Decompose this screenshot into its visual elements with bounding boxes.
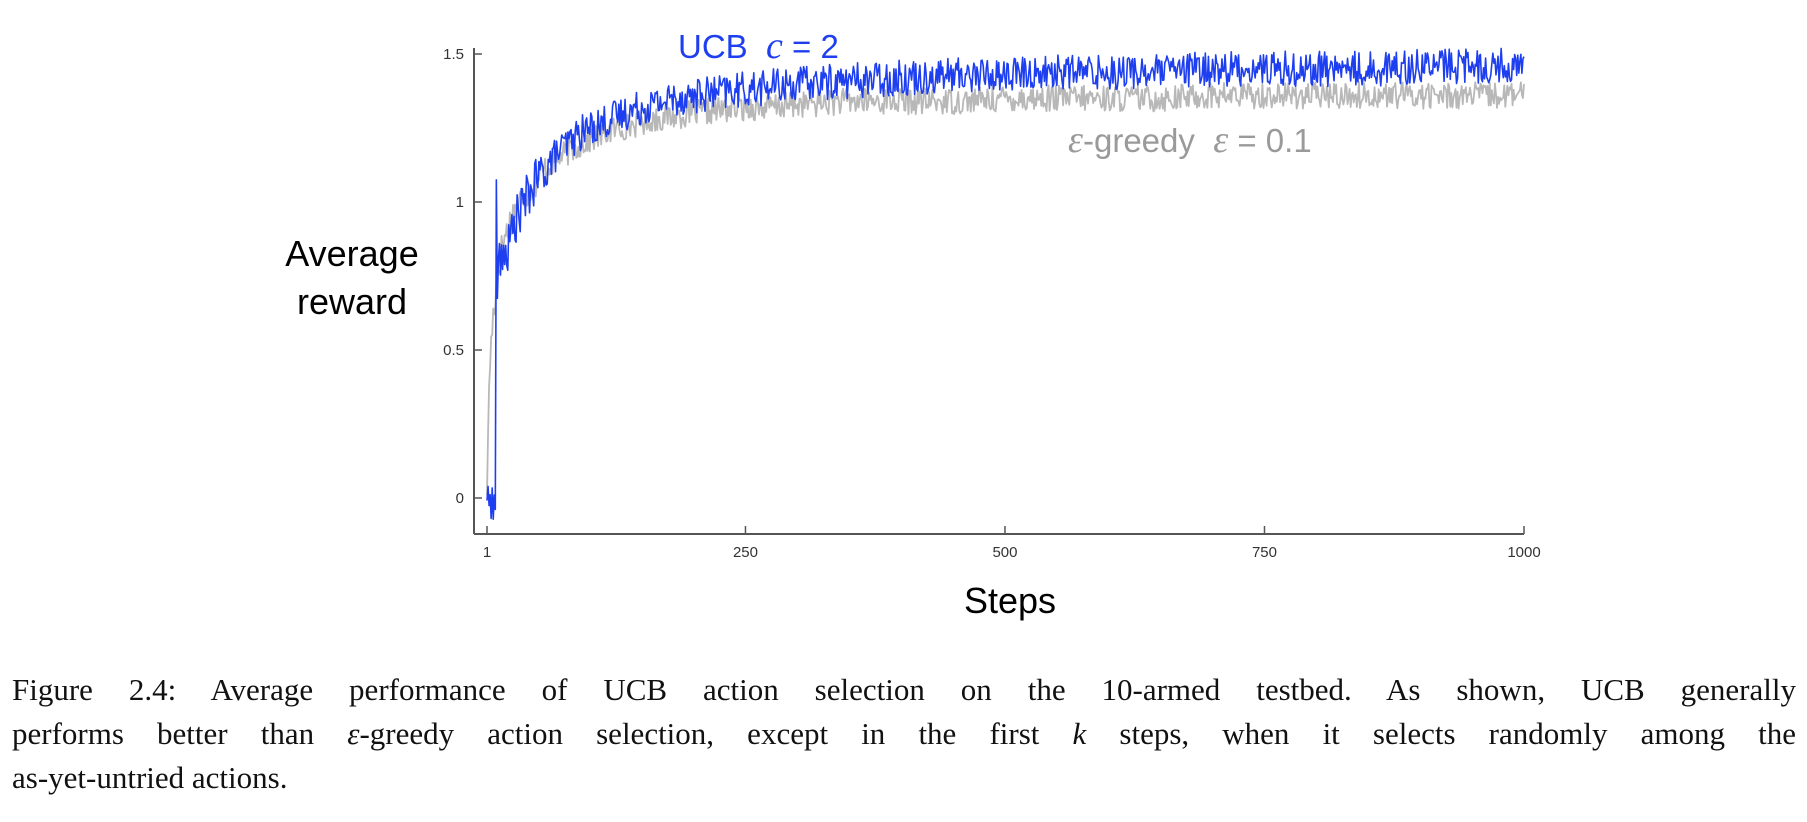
ucb-label-prefix: UCB (678, 28, 766, 65)
ucb-label-suffix: = 2 (783, 28, 839, 65)
caption-line-3: as-yet-untried actions. (12, 760, 288, 795)
axes (473, 48, 1524, 535)
x-tick-label: 500 (992, 544, 1017, 561)
y-tick-label: 0 (456, 490, 464, 507)
caption-line-2: performs better than ε-greedy action sel… (12, 712, 1796, 756)
caption-k: k (1072, 716, 1087, 751)
caption-line2-part-a: performs better than (12, 716, 348, 751)
x-tick-label: 1 (483, 544, 491, 561)
eps-label-suffix: = 0.1 (1228, 122, 1311, 159)
figure-caption: Figure 2.4: Average performance of UCB a… (12, 668, 1796, 800)
caption-line2-part-c: steps, when it selects randomly among th… (1086, 716, 1796, 751)
eps-label-mid: -greedy (1083, 122, 1213, 159)
x-tick-label: 750 (1252, 544, 1277, 561)
series-label-epsilon-greedy: ε-greedy ε = 0.1 (1068, 119, 1312, 161)
y-axis-title-line1: Average (285, 233, 418, 274)
x-axis-title: Steps (964, 580, 1056, 621)
series-label-ucb: UCB c = 2 (678, 25, 839, 67)
y-tick-label: 0.5 (443, 342, 464, 359)
ticks: 0 0.5 1 1.5 1 250 500 750 1000 (443, 46, 1541, 561)
y-tick-label: 1 (456, 194, 464, 211)
caption-line-1: Figure 2.4: Average performance of UCB a… (12, 672, 1796, 707)
ucb-label-symbol: c (766, 25, 783, 67)
x-tick-label: 250 (733, 544, 758, 561)
eps-label-symbol: ε (1213, 119, 1228, 161)
y-tick-label: 1.5 (443, 46, 464, 63)
series-line-ucb (486, 47, 1525, 521)
x-tick-label: 1000 (1507, 544, 1540, 561)
caption-line2-part-b: -greedy action selection, except in the … (359, 716, 1073, 751)
plot-series (486, 47, 1525, 521)
y-axis-title-line2: reward (297, 281, 407, 322)
series-line-epsilon-greedy (486, 81, 1525, 496)
line-chart: 0 0.5 1 1.5 1 250 500 750 1000 Average reward St… (285, 25, 1541, 621)
caption-epsilon: ε (347, 716, 360, 751)
eps-label-prefix: ε (1068, 119, 1083, 161)
